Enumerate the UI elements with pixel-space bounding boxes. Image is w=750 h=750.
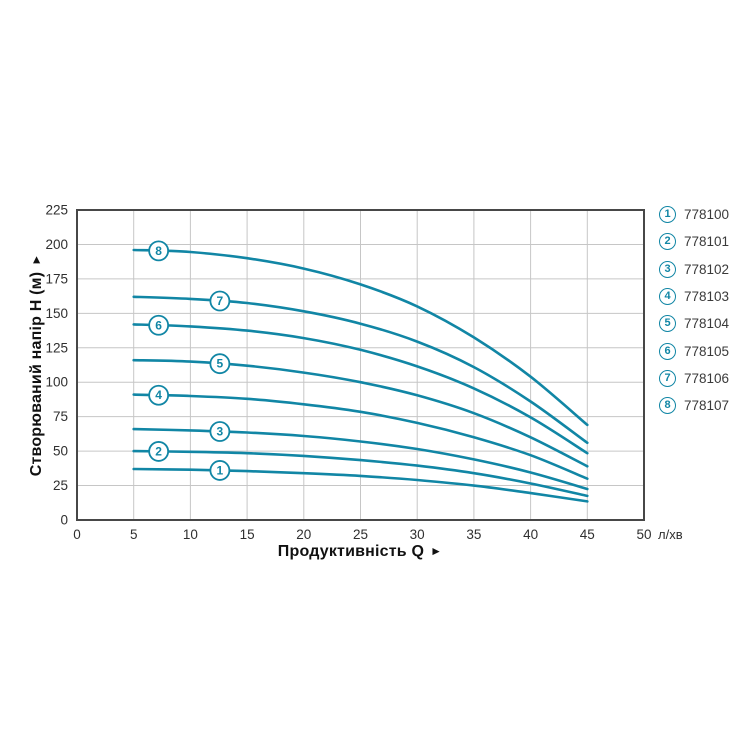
legend: 1 778100 2 778101 3 778102 4 778103 5 778104 6 7781… bbox=[659, 201, 729, 419]
legend-number-badge-6: 6 bbox=[659, 342, 676, 360]
axis-arrow-icon: ► bbox=[430, 544, 443, 558]
legend-model-code: 778107 bbox=[684, 398, 730, 414]
y-tick-label: 25 bbox=[53, 478, 68, 493]
curve-label-number-8: 8 bbox=[155, 244, 162, 258]
curve-label-circle-8 bbox=[148, 240, 170, 262]
y-tick-label: 75 bbox=[53, 409, 68, 424]
y-tick-label: 225 bbox=[45, 203, 68, 218]
y-tick-label: 200 bbox=[45, 237, 68, 252]
legend-model-code: 778105 bbox=[684, 343, 730, 359]
curve-label-circle-1 bbox=[209, 460, 231, 481]
curve-7 bbox=[132, 295, 589, 445]
plot-border bbox=[76, 209, 645, 521]
curve-8 bbox=[132, 248, 589, 427]
curve-6 bbox=[132, 323, 589, 455]
legend-item-778101: 2 778101 bbox=[659, 228, 729, 255]
x-tick-label: 10 bbox=[183, 527, 198, 542]
x-tick-label: 5 bbox=[130, 527, 138, 542]
y-axis-title-text: Створюваний напір Н (м) bbox=[28, 271, 45, 477]
curve-label-number-2: 2 bbox=[155, 444, 162, 458]
x-axis-title-text: Продуктивність Q bbox=[277, 543, 425, 560]
legend-item-778100: 1 778100 bbox=[659, 201, 729, 228]
y-tick-label: 175 bbox=[45, 271, 68, 286]
curve-label-number-3: 3 bbox=[217, 425, 224, 439]
curve-label-number-5: 5 bbox=[217, 357, 224, 371]
curve-label-number-6: 6 bbox=[155, 318, 162, 332]
legend-item-778106: 7 778106 bbox=[659, 365, 729, 392]
curve-2 bbox=[132, 449, 589, 498]
legend-model-code: 778100 bbox=[684, 207, 730, 223]
x-tick-label: 40 bbox=[523, 527, 538, 542]
x-tick-label: 35 bbox=[466, 527, 481, 542]
x-tick-label: 15 bbox=[240, 527, 255, 542]
legend-number-badge-4: 4 bbox=[659, 288, 676, 306]
curve-1 bbox=[132, 467, 589, 503]
x-tick-label: 0 bbox=[73, 527, 81, 542]
legend-model-code: 778101 bbox=[684, 234, 730, 250]
x-tick-label: 30 bbox=[410, 527, 425, 542]
legend-item-778105: 6 778105 bbox=[659, 337, 729, 364]
curve-label-number-4: 4 bbox=[155, 388, 162, 402]
legend-number-badge-8: 8 bbox=[659, 397, 676, 415]
legend-item-778102: 3 778102 bbox=[659, 256, 729, 283]
legend-item-778104: 5 778104 bbox=[659, 310, 729, 337]
legend-model-code: 778104 bbox=[684, 316, 730, 332]
legend-model-code: 778106 bbox=[684, 370, 730, 386]
curve-label-number-7: 7 bbox=[217, 294, 224, 308]
x-tick-label: 50 bbox=[636, 527, 651, 542]
y-axis-title: Створюваний напір Н (м) ► bbox=[28, 254, 46, 477]
legend-number-badge-7: 7 bbox=[659, 369, 676, 387]
x-axis-unit-label: л/хв bbox=[658, 527, 683, 542]
curve-label-circle-7 bbox=[209, 290, 231, 312]
legend-model-code: 778102 bbox=[684, 261, 730, 277]
curve-label-number-1: 1 bbox=[217, 463, 224, 477]
curve-3 bbox=[132, 427, 589, 491]
curve-5 bbox=[132, 358, 589, 468]
legend-item-778107: 8 778107 bbox=[659, 392, 729, 419]
curve-label-circle-2 bbox=[148, 441, 170, 462]
x-tick-label: 20 bbox=[296, 527, 311, 542]
x-axis-title: Продуктивність Q ► bbox=[160, 543, 560, 561]
y-tick-label: 150 bbox=[45, 306, 68, 321]
curve-label-circle-3 bbox=[209, 421, 231, 442]
curve-label-circle-6 bbox=[148, 314, 170, 336]
legend-number-badge-3: 3 bbox=[659, 260, 676, 278]
legend-number-badge-1: 1 bbox=[659, 206, 676, 224]
curve-label-circle-5 bbox=[209, 353, 231, 375]
x-tick-label: 45 bbox=[580, 527, 595, 542]
legend-number-badge-5: 5 bbox=[659, 315, 676, 333]
axis-arrow-icon: ► bbox=[29, 253, 43, 266]
y-tick-label: 125 bbox=[45, 340, 68, 355]
curve-label-circle-4 bbox=[148, 384, 170, 406]
legend-item-778103: 4 778103 bbox=[659, 283, 729, 310]
y-tick-label: 50 bbox=[53, 444, 68, 459]
curve-4 bbox=[132, 393, 589, 480]
y-tick-label: 100 bbox=[45, 375, 68, 390]
legend-number-badge-2: 2 bbox=[659, 233, 676, 251]
x-tick-label: 25 bbox=[353, 527, 368, 542]
y-tick-label: 0 bbox=[60, 513, 68, 528]
legend-model-code: 778103 bbox=[684, 289, 730, 305]
